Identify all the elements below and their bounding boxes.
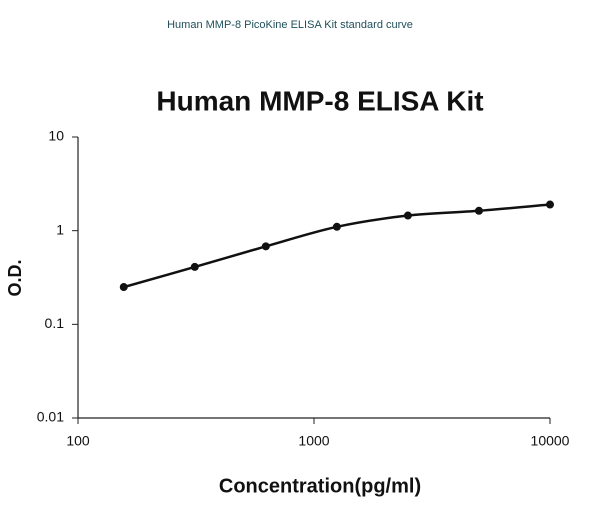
- y-tick-label: 1: [56, 221, 64, 237]
- x-tick-label: 10000: [531, 433, 570, 449]
- caption: Human MMP-8 PicoKine ELISA Kit standard …: [167, 19, 413, 31]
- x-tick-label: 1000: [298, 433, 329, 449]
- chart-title: Human MMP-8 ELISA Kit: [156, 85, 483, 116]
- point: [403, 211, 412, 220]
- point: [190, 262, 199, 271]
- y-tick-label: 10: [48, 128, 64, 144]
- fit-curve: [123, 203, 551, 289]
- point: [261, 242, 270, 251]
- x-tick-label: 100: [66, 433, 90, 449]
- point: [119, 283, 128, 292]
- x-axis-label: Concentration(pg/ml): [219, 475, 421, 497]
- point: [546, 200, 554, 209]
- y-axis-label: O.D.: [5, 259, 25, 296]
- point: [474, 206, 483, 215]
- y-tick-label: 0.01: [37, 409, 64, 425]
- point: [332, 222, 341, 231]
- y-tick-label: 0.1: [45, 315, 65, 331]
